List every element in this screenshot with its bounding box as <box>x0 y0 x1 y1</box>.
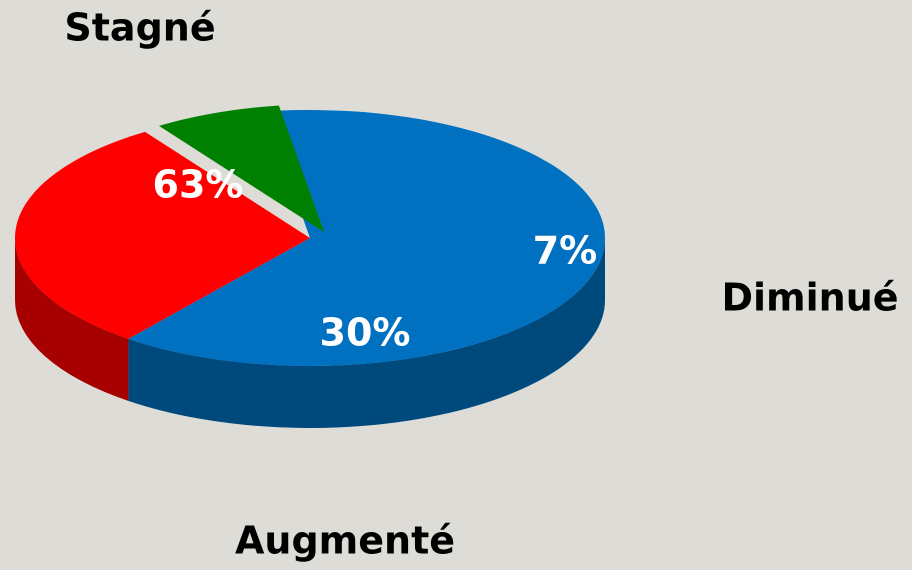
value-label: 63% <box>153 163 244 207</box>
category-label: Diminué <box>721 276 898 320</box>
slice-side-shade <box>128 238 605 429</box>
value-label: 7% <box>533 229 598 273</box>
category-label: Stagné <box>64 6 215 50</box>
slice <box>14 131 311 339</box>
slice-side <box>15 238 129 401</box>
slice <box>159 105 324 232</box>
slice <box>128 110 605 366</box>
value-label: 30% <box>320 311 411 355</box>
slice-side-shade <box>15 238 129 401</box>
category-label: Augmenté <box>235 519 455 563</box>
slice-side <box>128 238 605 429</box>
